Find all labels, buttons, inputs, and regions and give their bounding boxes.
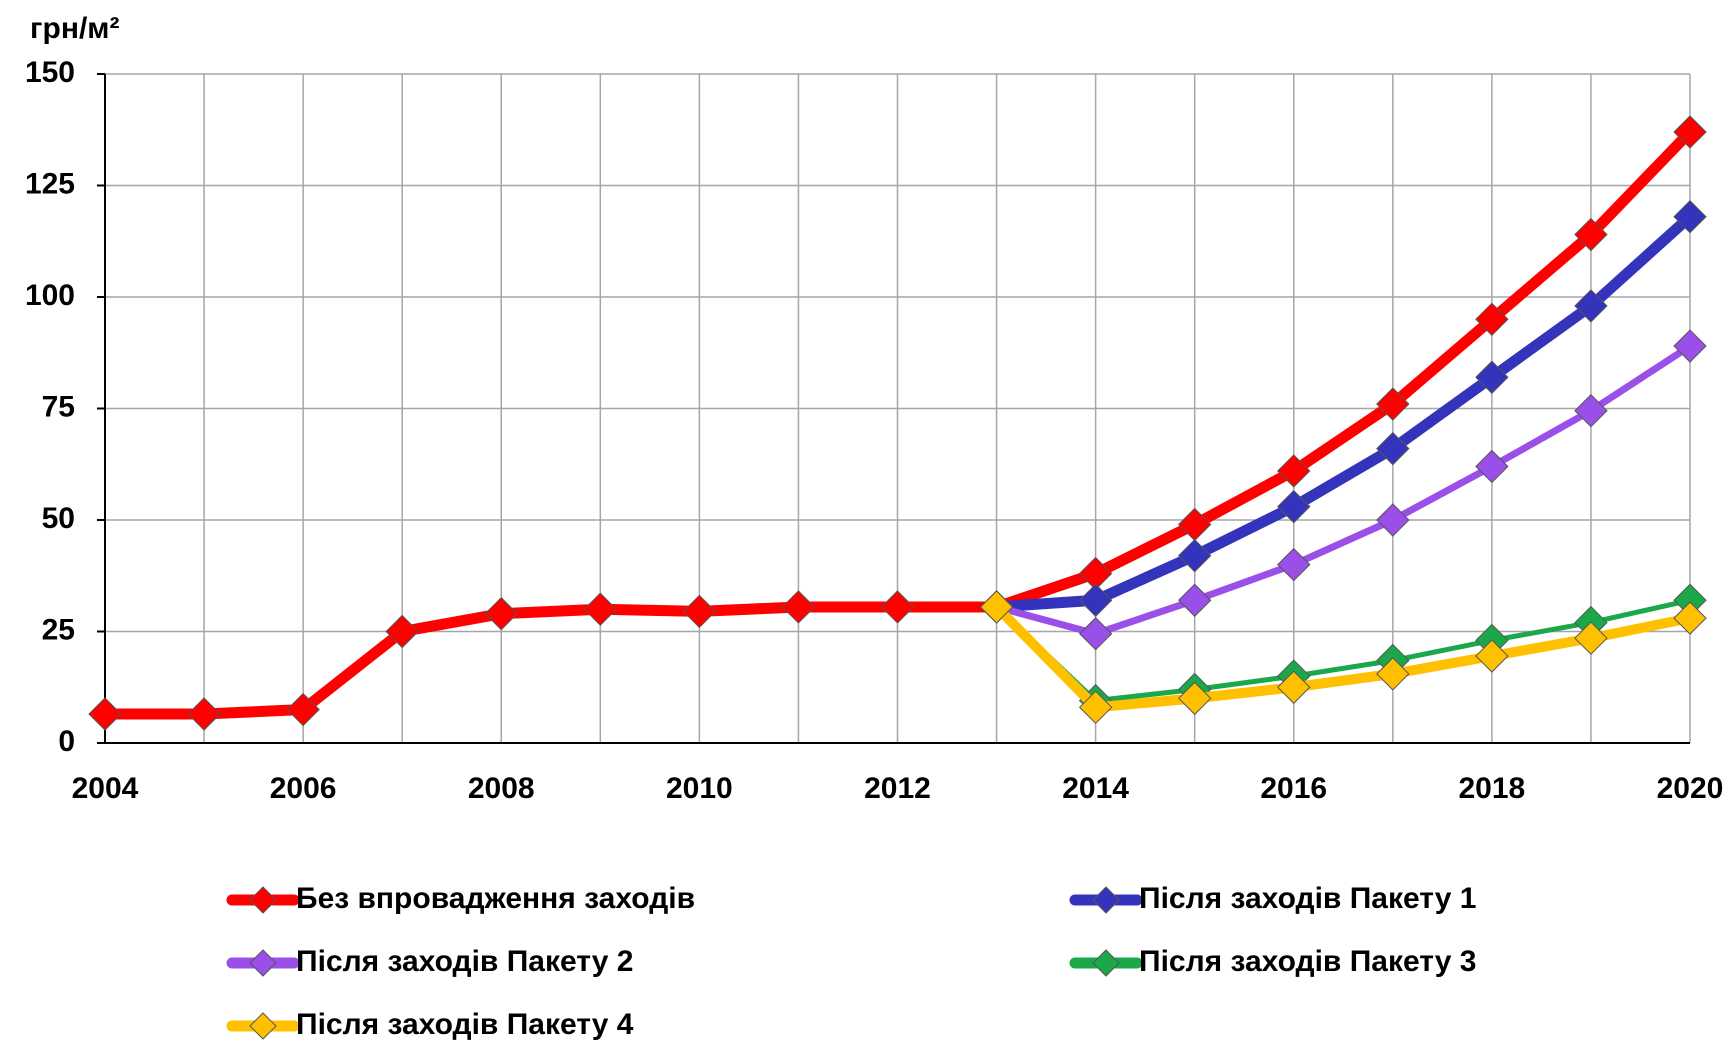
marker [187,697,221,731]
marker [1475,639,1509,673]
marker [781,590,816,624]
marker [1376,503,1410,537]
x-tick-label: 2020 [1657,772,1724,805]
marker [1673,115,1707,149]
marker [1277,547,1311,582]
y-axis-label: грн/м² [30,12,119,45]
legend-label: Без впровадження заходів [296,882,695,915]
legend-label: Після заходів Пакету 2 [296,945,633,978]
x-tick-label: 2008 [468,772,535,805]
marker [1376,387,1410,421]
marker [484,596,518,631]
y-tick-label: 100 [25,279,75,312]
legend-marker [1092,886,1120,914]
y-tick-label: 150 [25,56,75,89]
marker [583,592,618,626]
legend-marker [249,949,277,977]
series-line [994,597,1691,704]
marker [1177,583,1212,617]
marker [1078,583,1113,617]
marker [385,614,419,649]
x-tick-label: 2004 [72,772,139,805]
marker [1376,431,1410,466]
marker [286,692,320,727]
marker [1673,200,1707,234]
marker [682,594,717,629]
legend-label: Після заходів Пакету 1 [1139,882,1476,915]
series-line [996,212,1694,613]
marker [1376,657,1410,691]
x-tick-label: 2018 [1459,772,1526,805]
y-tick-label: 50 [42,502,75,535]
marker [1078,617,1113,651]
legend-label: Після заходів Пакету 4 [296,1008,634,1041]
x-tick-label: 2016 [1260,772,1327,805]
marker [880,590,915,624]
marker [1177,681,1212,716]
x-tick-label: 2012 [864,772,931,805]
marker [1475,360,1509,394]
x-tick-label: 2010 [666,772,733,805]
y-tick-label: 75 [42,390,75,423]
marker [1277,489,1311,524]
marker [979,590,1014,624]
legend-marker [1092,949,1120,977]
legend-marker [249,886,277,914]
marker [1277,454,1311,488]
legend-label: Після заходів Пакету 3 [1139,945,1476,978]
x-tick-label: 2006 [270,772,337,805]
marker [1673,601,1707,635]
x-tick-label: 2014 [1062,772,1129,805]
marker [1574,394,1608,428]
y-tick-label: 0 [58,725,75,758]
y-tick-label: 25 [42,613,75,646]
marker [1475,302,1509,337]
marker [1078,690,1113,725]
y-tick-label: 125 [25,167,75,200]
marker [1574,289,1608,323]
legend-marker [249,1012,277,1040]
marker [1475,449,1509,484]
marker [1574,217,1608,252]
marker [1177,538,1212,573]
marker [1574,621,1608,655]
series-line [995,343,1692,638]
marker [1673,329,1707,363]
marker [88,697,122,731]
marker [1277,670,1311,704]
series-line [993,603,1691,713]
